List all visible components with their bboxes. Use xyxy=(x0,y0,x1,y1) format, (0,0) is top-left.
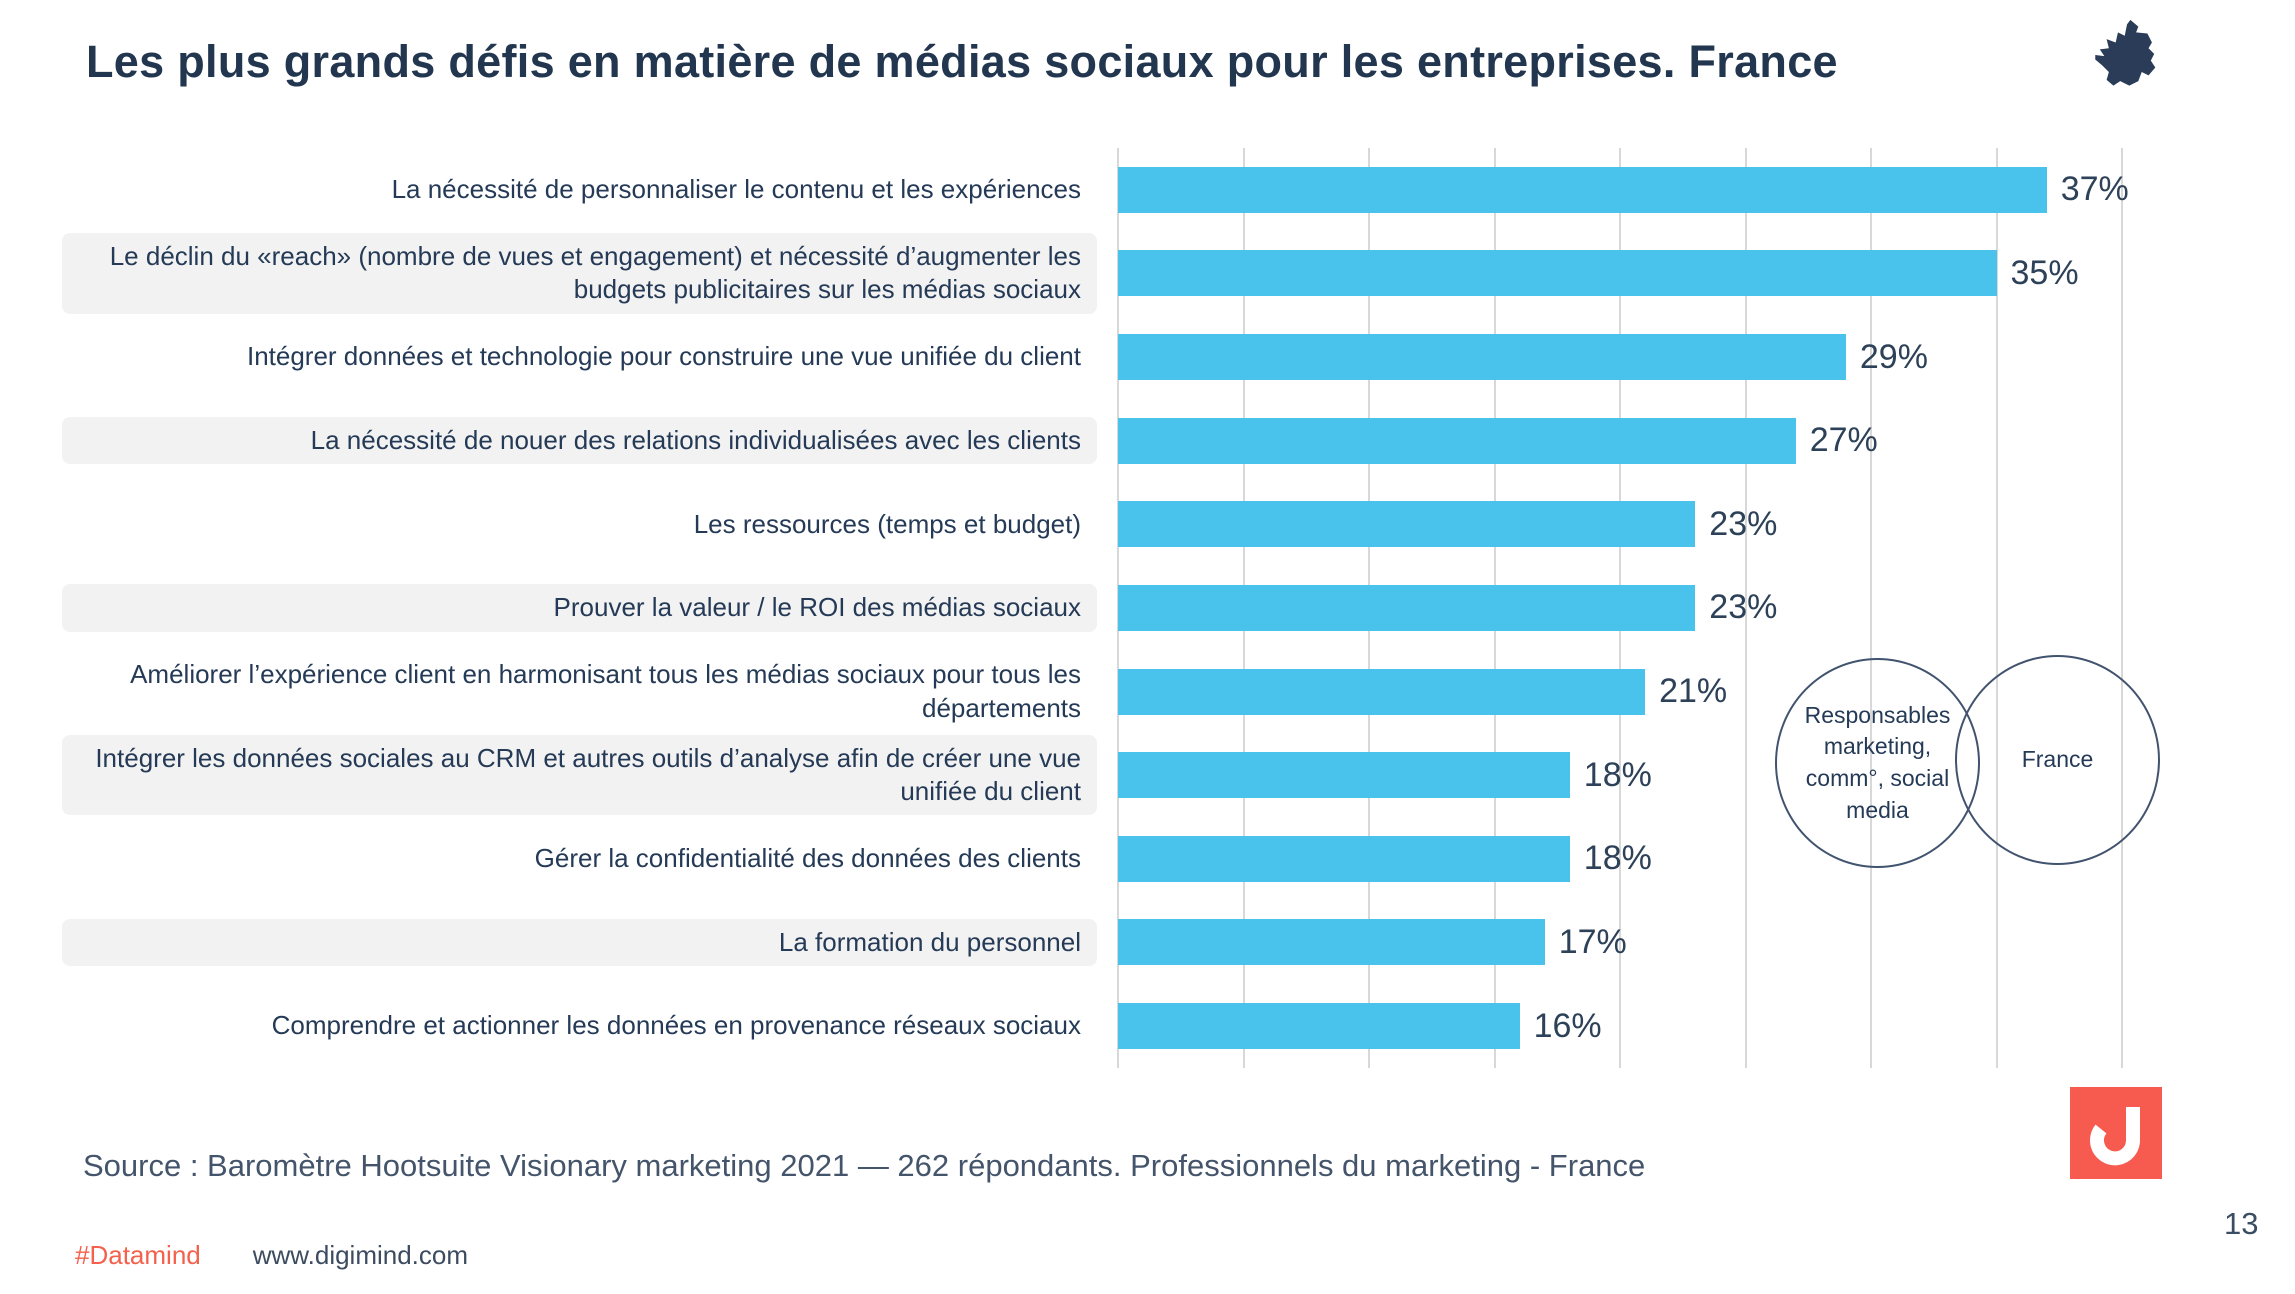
category-label-cell: Le déclin du «reach» (nombre de vues et … xyxy=(62,233,1097,314)
category-label: Comprendre et actionner les données en p… xyxy=(271,1010,1081,1041)
country-label: France xyxy=(2021,746,2094,773)
category-label-cell: Intégrer les données sociales au CRM et … xyxy=(62,734,1097,816)
category-label-band: Les ressources (temps et budget) xyxy=(62,501,1097,548)
chart-row: Comprendre et actionner les données en p… xyxy=(0,984,2295,1068)
category-label: Intégrer données et technologie pour con… xyxy=(246,341,1081,372)
value-label: 18% xyxy=(1583,755,1652,794)
category-label-band: Gérer la confidentialité des données des… xyxy=(62,835,1097,882)
category-label-band: Intégrer données et technologie pour con… xyxy=(62,333,1097,380)
category-label-cell: Les ressources (temps et budget) xyxy=(62,501,1097,548)
category-label-band: La nécessité de personnaliser le contenu… xyxy=(62,166,1097,213)
chart-row: Prouver la valeur / le ROI des médias so… xyxy=(0,566,2295,650)
category-label-cell: Intégrer données et technologie pour con… xyxy=(62,333,1097,380)
bar xyxy=(1118,334,1846,381)
bar xyxy=(1118,584,1696,631)
gridline-30 xyxy=(1870,148,1872,1068)
category-label: Intégrer les données sociales au CRM et … xyxy=(95,742,1081,807)
chart-row: Gérer la confidentialité des données des… xyxy=(0,817,2295,901)
gridline-35 xyxy=(1995,148,1998,1068)
bar xyxy=(1118,668,1646,715)
category-label-band: Améliorer l’expérience client en harmoni… xyxy=(62,651,1097,732)
bar xyxy=(1118,1003,1520,1050)
value-label: 29% xyxy=(1859,337,1928,376)
category-label-band: Intégrer les données sociales au CRM et … xyxy=(62,734,1097,816)
category-label: Prouver la valeur / le ROI des médias so… xyxy=(553,592,1081,623)
bar xyxy=(1118,835,1570,882)
value-label: 23% xyxy=(1709,504,1778,543)
respondents-label: Responsables marketing, comm°, social me… xyxy=(1804,701,1951,823)
category-label-cell: La nécessité de nouer des relations indi… xyxy=(62,417,1097,465)
gridline-40 xyxy=(2121,148,2123,1068)
gridline-25 xyxy=(1744,148,1747,1068)
footer: #Datamind www.digimind.com xyxy=(75,1240,468,1271)
category-label-cell: La nécessité de personnaliser le contenu… xyxy=(62,166,1097,213)
bar xyxy=(1118,919,1545,966)
chart-row: La nécessité de personnaliser le contenu… xyxy=(0,148,2295,232)
category-label: La nécessité de nouer des relations indi… xyxy=(310,425,1081,456)
category-label: Les ressources (temps et budget) xyxy=(693,508,1081,539)
chart-rows: La nécessité de personnaliser le contenu… xyxy=(0,148,2295,1068)
value-label: 21% xyxy=(1659,672,1728,711)
bar xyxy=(1118,501,1696,548)
category-label: La nécessité de personnaliser le contenu… xyxy=(391,174,1081,205)
chart-row: Intégrer données et technologie pour con… xyxy=(0,315,2295,399)
page-title: Les plus grands défis en matière de médi… xyxy=(86,36,1838,87)
digimind-logo-glyph xyxy=(2090,1107,2141,1166)
bar xyxy=(1118,166,2047,213)
page-number: 13 xyxy=(2224,1206,2259,1241)
category-label-cell: Améliorer l’expérience client en harmoni… xyxy=(62,651,1097,732)
bar-chart: La nécessité de personnaliser le contenu… xyxy=(0,148,2295,1068)
value-label: 37% xyxy=(2060,170,2129,209)
category-label: Le déclin du «reach» (nombre de vues et … xyxy=(109,241,1081,305)
category-label-cell: Prouver la valeur / le ROI des médias so… xyxy=(62,584,1097,632)
chart-row: Intégrer les données sociales au CRM et … xyxy=(0,733,2295,817)
value-label: 17% xyxy=(1558,922,1627,961)
value-label: 16% xyxy=(1533,1006,1602,1045)
chart-row: La formation du personnel 17% xyxy=(0,901,2295,985)
category-label: Améliorer l’expérience client en harmoni… xyxy=(130,659,1081,723)
category-label-cell: Comprendre et actionner les données en p… xyxy=(62,1002,1097,1049)
category-label-band: Le déclin du «reach» (nombre de vues et … xyxy=(62,233,1097,314)
category-label-cell: La formation du personnel xyxy=(62,918,1097,967)
category-label-cell: Gérer la confidentialité des données des… xyxy=(62,835,1097,882)
chart-row: Les ressources (temps et budget) 23% xyxy=(0,483,2295,567)
value-label: 18% xyxy=(1583,839,1652,878)
france-map-icon xyxy=(2095,19,2156,86)
bar xyxy=(1118,752,1570,799)
value-label: 35% xyxy=(2010,253,2079,292)
category-label-band: Comprendre et actionner les données en p… xyxy=(62,1002,1097,1049)
chart-row: La nécessité de nouer des relations indi… xyxy=(0,399,2295,483)
category-label: La formation du personnel xyxy=(778,926,1081,957)
bar xyxy=(1118,417,1796,464)
hashtag-datamind: #Datamind xyxy=(75,1240,201,1270)
bar xyxy=(1118,250,1997,297)
website-url: www.digimind.com xyxy=(252,1240,469,1270)
chart-row: Améliorer l’expérience client en harmoni… xyxy=(0,650,2295,734)
annotation-circle-country: France xyxy=(1955,655,2160,865)
source-note: Source : Baromètre Hootsuite Visionary m… xyxy=(83,1148,1646,1183)
value-label: 27% xyxy=(1809,421,1878,460)
category-label-band: La formation du personnel xyxy=(62,918,1097,967)
category-label-band: La nécessité de nouer des relations indi… xyxy=(62,417,1097,465)
digimind-logo xyxy=(2070,1087,2162,1179)
chart-row: Le déclin du «reach» (nombre de vues et … xyxy=(0,232,2295,316)
category-label-band: Prouver la valeur / le ROI des médias so… xyxy=(62,584,1097,632)
value-label: 23% xyxy=(1709,588,1778,627)
annotation-circle-respondents: Responsables marketing, comm°, social me… xyxy=(1775,658,1980,868)
category-label: Gérer la confidentialité des données des… xyxy=(534,843,1081,874)
